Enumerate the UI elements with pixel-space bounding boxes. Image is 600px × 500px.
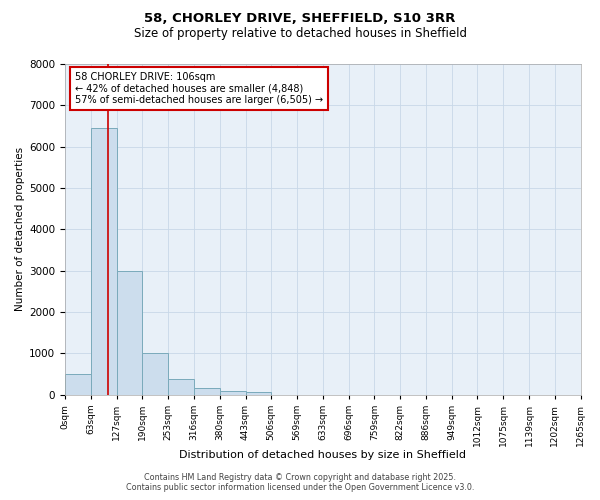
Text: Size of property relative to detached houses in Sheffield: Size of property relative to detached ho… xyxy=(133,28,467,40)
Y-axis label: Number of detached properties: Number of detached properties xyxy=(15,148,25,312)
Bar xyxy=(245,392,271,394)
X-axis label: Distribution of detached houses by size in Sheffield: Distribution of detached houses by size … xyxy=(179,450,466,460)
Text: 58 CHORLEY DRIVE: 106sqm
← 42% of detached houses are smaller (4,848)
57% of sem: 58 CHORLEY DRIVE: 106sqm ← 42% of detach… xyxy=(76,72,323,106)
Text: Contains HM Land Registry data © Crown copyright and database right 2025.
Contai: Contains HM Land Registry data © Crown c… xyxy=(126,473,474,492)
Bar xyxy=(65,374,91,394)
Bar xyxy=(117,270,142,394)
Bar xyxy=(194,388,220,394)
Text: 58, CHORLEY DRIVE, SHEFFIELD, S10 3RR: 58, CHORLEY DRIVE, SHEFFIELD, S10 3RR xyxy=(145,12,455,26)
Bar xyxy=(142,354,168,395)
Bar xyxy=(220,390,245,394)
Bar xyxy=(168,379,194,394)
Bar xyxy=(91,128,117,394)
